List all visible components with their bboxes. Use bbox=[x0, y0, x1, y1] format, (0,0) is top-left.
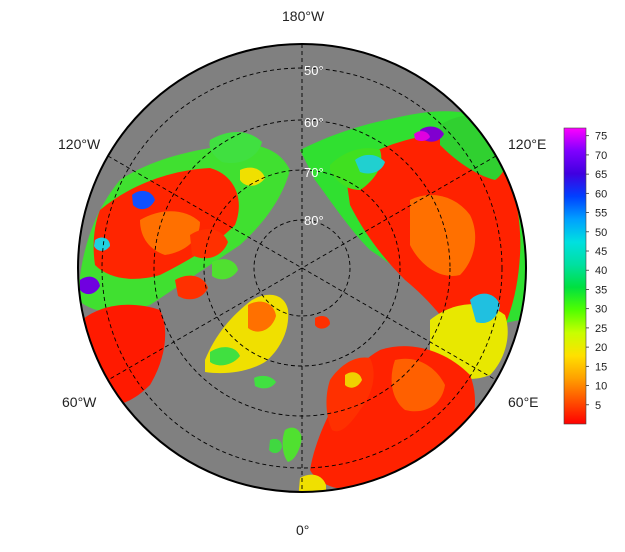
colorbar-tick-label: 55 bbox=[595, 208, 607, 220]
iceland-green bbox=[254, 375, 276, 389]
iberia-yellow bbox=[298, 474, 326, 492]
lat-circle-70 bbox=[203, 169, 401, 367]
colorbar: 75 70 65 60 55 50 45 40 35 30 25 20 15 10 5 bbox=[563, 127, 607, 425]
central-asia-cyan bbox=[470, 293, 500, 324]
canada-cyan bbox=[94, 237, 110, 251]
lat-label-70: 70° bbox=[304, 165, 324, 180]
lat-label-80: 80° bbox=[304, 213, 324, 228]
colorbar-tick-label: 65 bbox=[595, 169, 607, 181]
europe-orange bbox=[391, 358, 445, 412]
greenland-green bbox=[210, 347, 240, 366]
colorbar-tick-label: 10 bbox=[595, 381, 607, 393]
far-east-magenta bbox=[414, 131, 430, 142]
colorbar-tick-label: 25 bbox=[595, 323, 607, 335]
colorbar-tick-label: 35 bbox=[595, 284, 607, 296]
lon-label-180w: 180°W bbox=[282, 8, 325, 24]
colorbar-tick-label: 20 bbox=[595, 342, 607, 354]
colorbar-tick-label: 30 bbox=[595, 304, 607, 316]
alaska-north-green bbox=[209, 131, 262, 164]
lon-label-0: 0° bbox=[296, 522, 310, 538]
canada-blue bbox=[132, 190, 155, 210]
colorbar-tick-label: 50 bbox=[595, 227, 607, 239]
meridian-120 bbox=[107, 155, 497, 381]
arctic-islands-green bbox=[212, 259, 238, 280]
colorbar-tick-label: 5 bbox=[595, 400, 601, 412]
uk-green bbox=[282, 427, 302, 462]
colorbar-tick-label: 45 bbox=[595, 246, 607, 258]
greenland-orange bbox=[248, 301, 276, 332]
lon-label-60w: 60°W bbox=[62, 394, 97, 410]
alaska-yellow bbox=[240, 167, 265, 186]
colorbar-tick-label: 70 bbox=[595, 150, 607, 162]
latitude-labels: 50° 60° 70° 80° bbox=[304, 63, 324, 228]
lat-label-60: 60° bbox=[304, 115, 324, 130]
siberia-orange-patch bbox=[410, 195, 476, 276]
colorbar-tick-label: 15 bbox=[595, 361, 607, 373]
colorbar-gradient bbox=[563, 127, 587, 425]
colorbar-tick-label: 75 bbox=[595, 131, 607, 143]
arctic-islands-red bbox=[190, 229, 228, 259]
colorbar-tick-label: 60 bbox=[595, 188, 607, 200]
canada-orange bbox=[140, 211, 200, 255]
graticule bbox=[101, 44, 503, 492]
colorbar-tick-label: 40 bbox=[595, 265, 607, 277]
scandinavia bbox=[326, 357, 374, 432]
lon-label-120e: 120°E bbox=[508, 136, 547, 152]
land-data-layer bbox=[78, 111, 526, 492]
svalbard-red bbox=[315, 316, 330, 329]
lat-label-50: 50° bbox=[304, 63, 324, 78]
arctic-islands-red-2 bbox=[175, 275, 208, 300]
alaska-purple bbox=[80, 276, 100, 295]
lon-label-120w: 120°W bbox=[58, 136, 101, 152]
ireland-green bbox=[269, 438, 282, 454]
siberia-cyan-patch bbox=[355, 154, 385, 174]
map-border bbox=[77, 43, 527, 493]
lat-circle-50 bbox=[101, 67, 503, 469]
lon-label-60e: 60°E bbox=[508, 394, 539, 410]
scandinavia-yellow bbox=[345, 372, 362, 388]
